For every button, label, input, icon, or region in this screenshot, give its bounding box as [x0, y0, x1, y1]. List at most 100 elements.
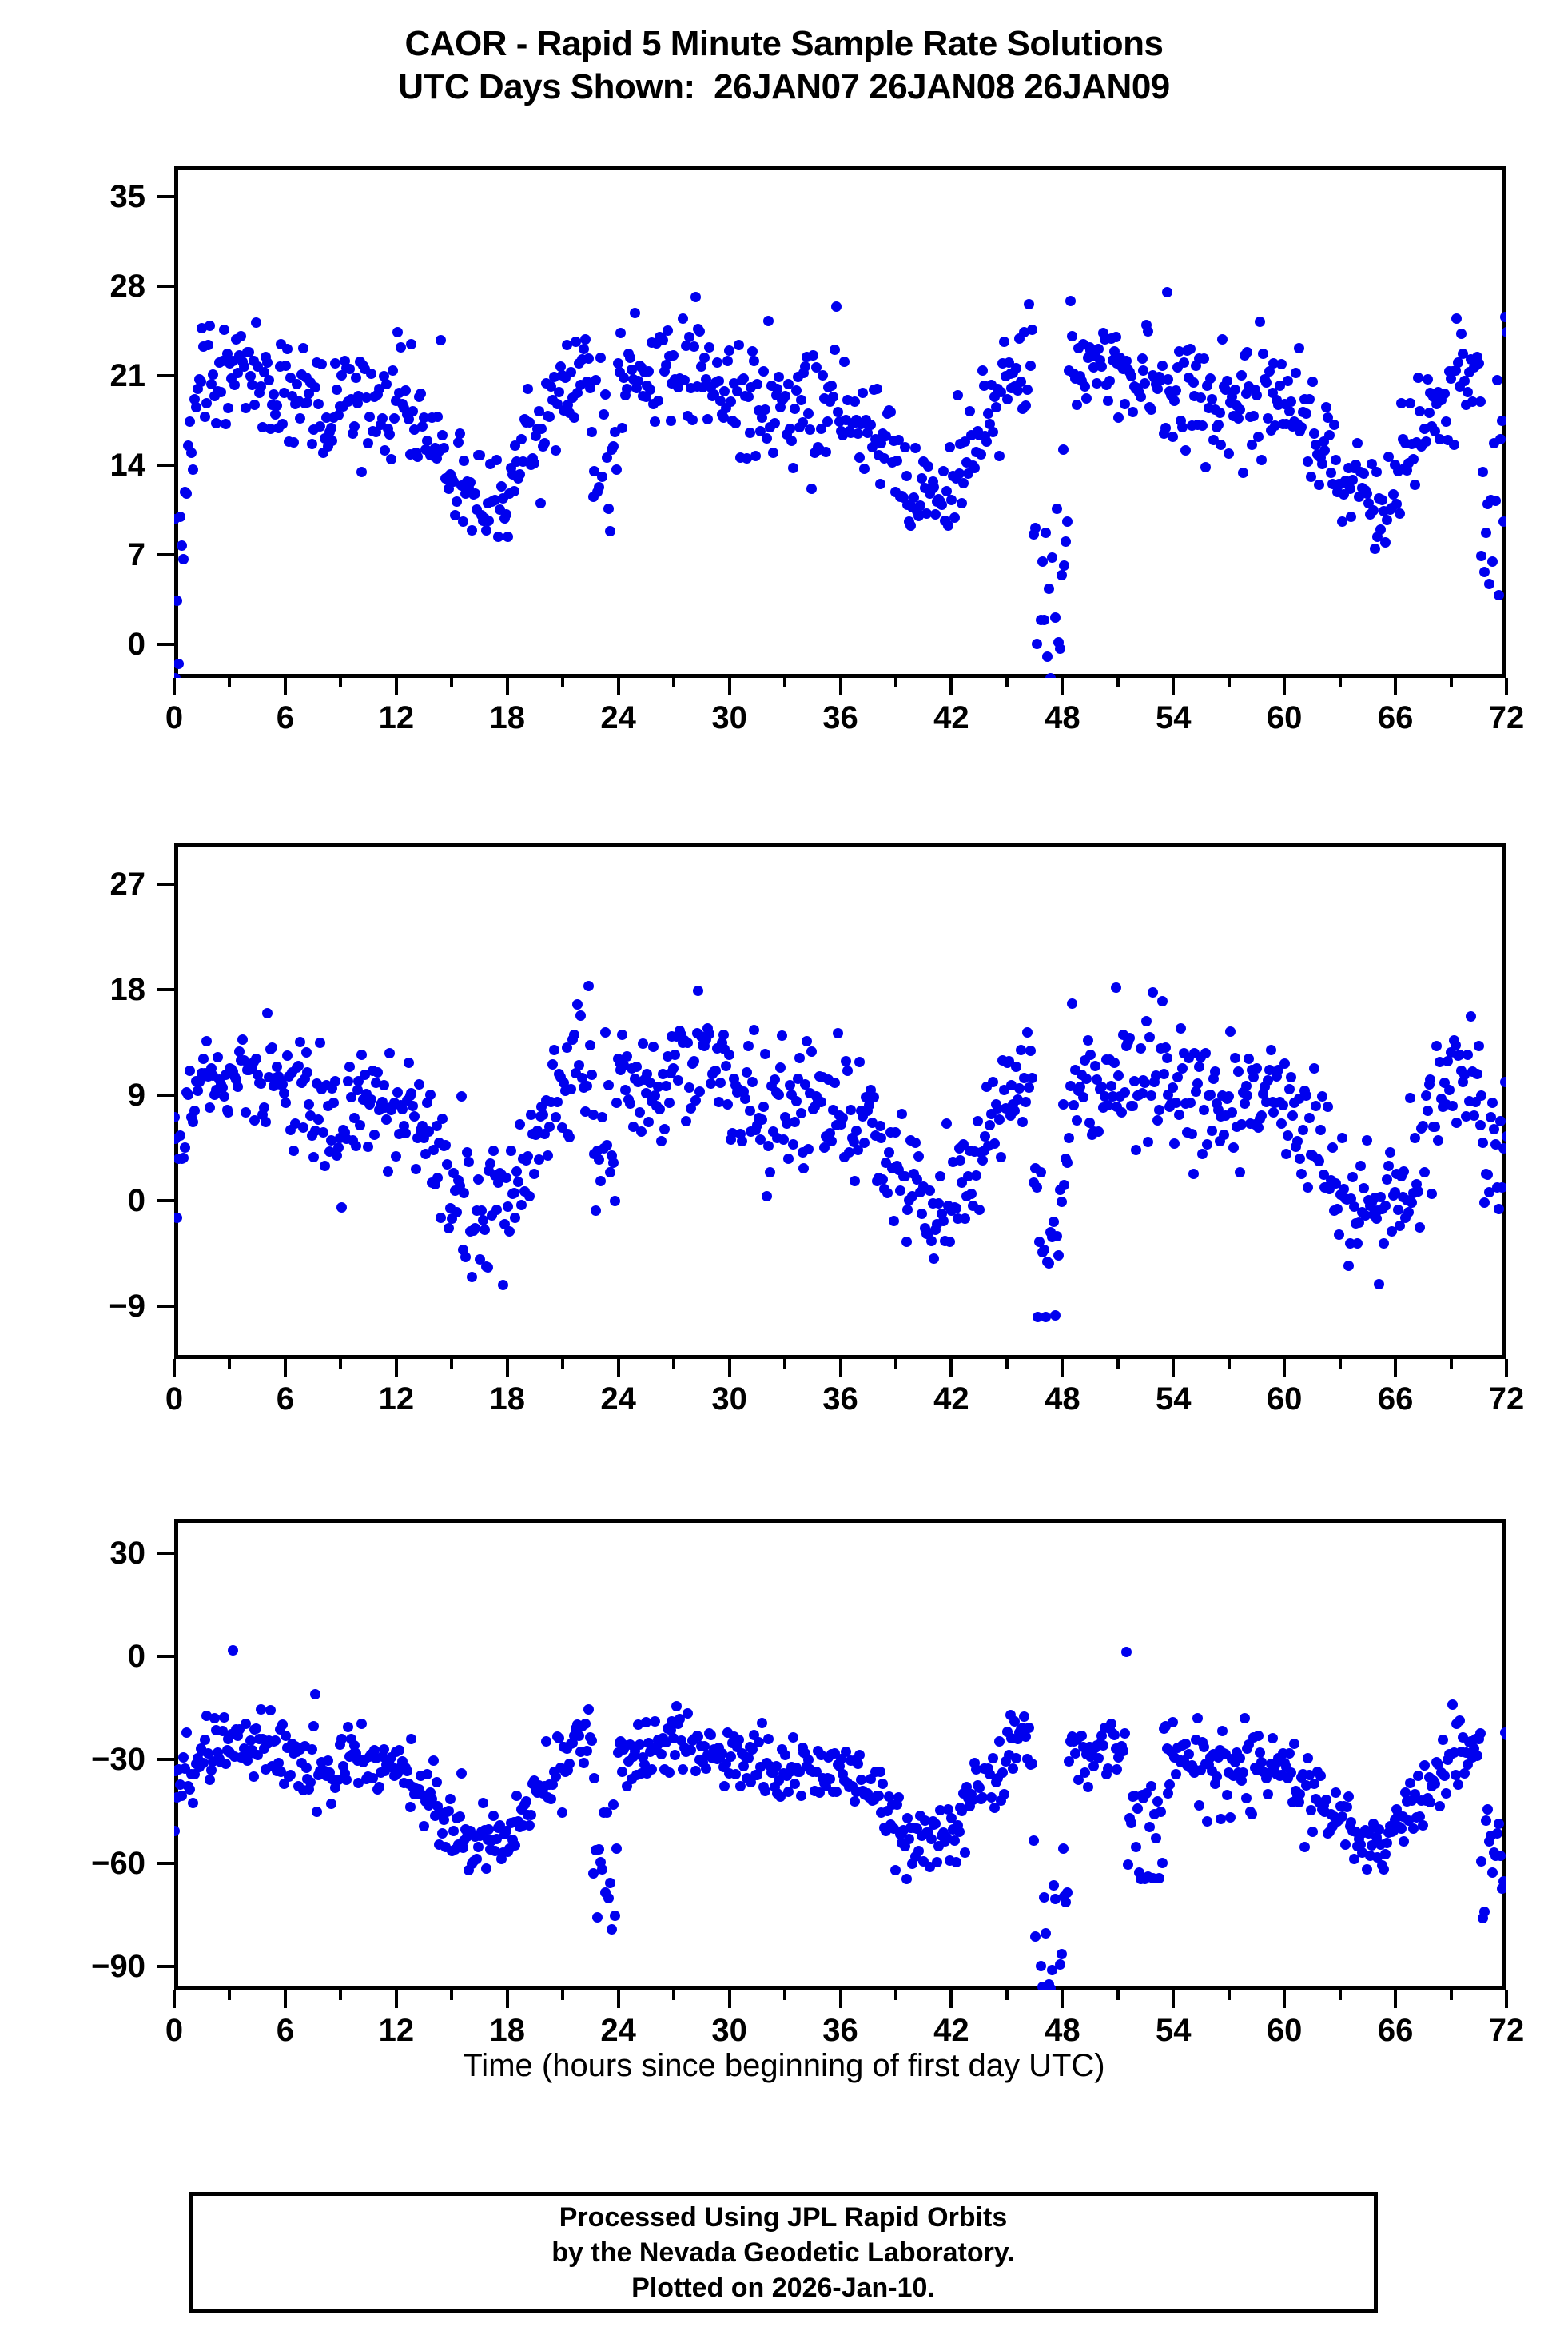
- footer-line-3: Plotted on 2026-Jan-10.: [631, 2273, 935, 2304]
- x-tick-label-up-24: 24: [600, 2013, 636, 2048]
- scatter-points-up: [174, 1519, 1506, 1990]
- x-tick-east-36: [838, 678, 842, 695]
- x-tick-up-18: [505, 1990, 509, 2008]
- x-tick-label-up-0: 0: [165, 2013, 184, 2048]
- x-tick-label-east-42: 42: [933, 700, 969, 735]
- x-tick-east-54: [1172, 678, 1176, 695]
- x-tick-label-north-30: 30: [711, 1381, 747, 1417]
- x-tick-east-48: [1061, 678, 1065, 695]
- x-tick-up-12: [394, 1990, 398, 2008]
- x-tick-up-39: [893, 1990, 897, 2000]
- x-tick-label-up-48: 48: [1045, 2013, 1080, 2048]
- x-tick-north-9: [339, 1359, 343, 1369]
- x-tick-east-39: [893, 678, 897, 687]
- x-tick-east-9: [339, 678, 343, 687]
- y-tick-label-north-18: 18: [109, 972, 146, 1008]
- y-tick-label-east-21: 21: [109, 358, 146, 394]
- x-tick-label-up-66: 66: [1377, 2013, 1414, 2048]
- x-tick-label-north-48: 48: [1045, 1381, 1080, 1417]
- x-tick-label-east-0: 0: [165, 700, 184, 735]
- y-tick-north-18: [157, 988, 174, 992]
- scatter-points-north: [174, 843, 1506, 1359]
- y-tick-up--90: [157, 1964, 174, 1968]
- y-tick-east-7: [157, 553, 174, 557]
- x-tick-label-east-30: 30: [711, 700, 747, 735]
- y-tick-label-up-30: 30: [109, 1536, 146, 1572]
- x-tick-east-33: [783, 678, 787, 687]
- figure-title: CAOR - Rapid 5 Minute Sample Rate Soluti…: [0, 22, 1568, 108]
- x-tick-up-60: [1283, 1990, 1287, 2008]
- x-tick-up-48: [1061, 1990, 1065, 2008]
- x-tick-label-east-48: 48: [1045, 700, 1080, 735]
- x-tick-east-0: [173, 678, 176, 695]
- x-tick-label-up-18: 18: [489, 2013, 526, 2048]
- x-tick-north-51: [1116, 1359, 1120, 1369]
- x-tick-east-6: [283, 678, 287, 695]
- x-tick-label-east-6: 6: [276, 700, 295, 735]
- x-tick-north-3: [228, 1359, 232, 1369]
- y-tick-label-east-35: 35: [109, 179, 146, 215]
- x-tick-north-54: [1172, 1359, 1176, 1377]
- x-tick-north-18: [505, 1359, 509, 1377]
- x-tick-label-north-6: 6: [276, 1381, 295, 1417]
- x-tick-east-12: [394, 678, 398, 695]
- x-tick-north-30: [727, 1359, 731, 1377]
- x-tick-north-15: [450, 1359, 454, 1369]
- x-tick-label-up-60: 60: [1266, 2013, 1303, 2048]
- y-tick-north--9: [157, 1305, 174, 1309]
- y-tick-label-up-0: 0: [127, 1639, 145, 1675]
- x-tick-label-east-24: 24: [600, 700, 636, 735]
- y-tick-east-0: [157, 643, 174, 647]
- x-tick-label-north-72: 72: [1488, 1381, 1525, 1417]
- x-tick-east-15: [450, 678, 454, 687]
- x-tick-up-57: [1227, 1990, 1231, 2000]
- x-tick-east-24: [616, 678, 620, 695]
- x-tick-label-up-54: 54: [1156, 2013, 1192, 2048]
- x-tick-label-north-36: 36: [822, 1381, 858, 1417]
- x-tick-east-69: [1449, 678, 1453, 687]
- y-tick-north-27: [157, 883, 174, 887]
- x-tick-up-9: [339, 1990, 343, 2000]
- x-tick-label-north-54: 54: [1156, 1381, 1192, 1417]
- x-tick-north-60: [1283, 1359, 1287, 1377]
- x-tick-label-east-12: 12: [378, 700, 415, 735]
- y-tick-up-0: [157, 1655, 174, 1659]
- x-tick-up-6: [283, 1990, 287, 2008]
- x-tick-up-66: [1394, 1990, 1398, 2008]
- x-tick-up-54: [1172, 1990, 1176, 2008]
- x-tick-label-north-66: 66: [1377, 1381, 1414, 1417]
- y-tick-label-north-9: 9: [127, 1078, 145, 1114]
- y-tick-label-up-−90: −90: [91, 1948, 145, 1984]
- y-tick-north-0: [157, 1199, 174, 1203]
- x-tick-north-27: [672, 1359, 676, 1369]
- x-tick-label-up-12: 12: [378, 2013, 415, 2048]
- x-tick-label-north-42: 42: [933, 1381, 969, 1417]
- y-tick-up-30: [157, 1552, 174, 1556]
- x-tick-up-45: [1005, 1990, 1009, 2000]
- y-tick-label-north-27: 27: [109, 867, 146, 903]
- x-tick-east-60: [1283, 678, 1287, 695]
- x-tick-north-33: [783, 1359, 787, 1369]
- x-tick-label-north-24: 24: [600, 1381, 636, 1417]
- y-tick-up--60: [157, 1861, 174, 1865]
- x-tick-label-east-54: 54: [1156, 700, 1192, 735]
- x-tick-north-45: [1005, 1359, 1009, 1369]
- x-tick-up-63: [1338, 1990, 1342, 2000]
- footer-line-1: Processed Using JPL Rapid Orbits: [559, 2202, 1008, 2233]
- x-tick-label-up-30: 30: [711, 2013, 747, 2048]
- footer-line-2: by the Nevada Geodetic Laboratory.: [551, 2237, 1015, 2268]
- x-tick-up-51: [1116, 1990, 1120, 2000]
- x-tick-label-north-18: 18: [489, 1381, 526, 1417]
- x-tick-east-18: [505, 678, 509, 695]
- x-tick-east-27: [672, 678, 676, 687]
- x-tick-up-69: [1449, 1990, 1453, 2000]
- x-tick-up-21: [561, 1990, 565, 2000]
- x-tick-up-3: [228, 1990, 232, 2000]
- x-tick-east-51: [1116, 678, 1120, 687]
- x-tick-up-33: [783, 1990, 787, 2000]
- scatter-points-east: [174, 166, 1506, 678]
- x-tick-up-30: [727, 1990, 731, 2008]
